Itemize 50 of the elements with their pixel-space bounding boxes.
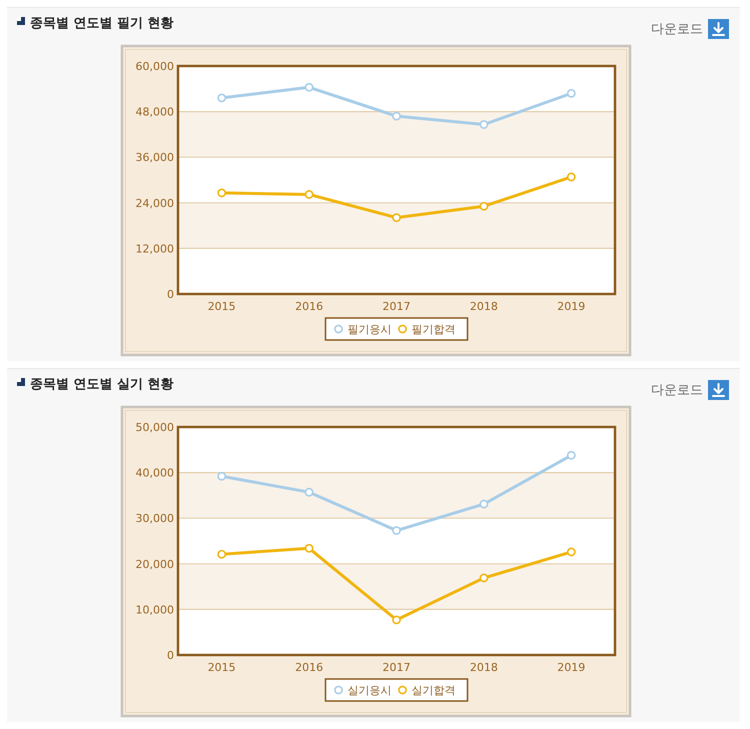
point — [217, 188, 226, 198]
point — [480, 120, 488, 129]
point — [304, 544, 314, 553]
x-tick-label: 2017 — [382, 300, 410, 313]
point — [304, 82, 314, 92]
point — [217, 472, 226, 481]
point — [566, 88, 576, 98]
point — [217, 550, 226, 559]
legend-label: 실기응시 — [348, 684, 392, 697]
legend-label: 실기합격 — [412, 684, 456, 697]
x-tick-label: 2018 — [470, 300, 498, 313]
x-tick-label: 2015 — [208, 661, 236, 674]
point — [217, 94, 226, 102]
legend-label: 필기합격 — [412, 323, 456, 336]
y-tick-label: 30,000 — [136, 512, 174, 526]
y-tick-label: 36,000 — [136, 151, 174, 164]
point — [480, 500, 488, 508]
x-tick-label: 2018 — [470, 661, 498, 674]
y-tick-label: 12,000 — [136, 242, 174, 256]
y-tick-label: 20,000 — [136, 558, 174, 571]
y-tick-label: 0 — [167, 288, 174, 301]
x-tick-label: 2019 — [557, 661, 586, 674]
x-tick-label: 2019 — [557, 300, 586, 313]
text: 다운로드 — [651, 22, 703, 37]
legend-label: 필기응시 — [348, 323, 392, 336]
y-tick-label: 50,000 — [136, 421, 174, 434]
x-tick-label: 2015 — [208, 300, 236, 313]
chart-title: 종목별 연도별 필기 현황 — [30, 16, 174, 31]
chart-title: 종목별 연도별 실기 현황 — [30, 377, 174, 392]
point — [480, 574, 488, 582]
point — [392, 213, 401, 222]
point — [392, 526, 401, 535]
y-tick-label: 0 — [167, 649, 174, 662]
y-tick-label: 48,000 — [136, 106, 174, 119]
y-tick-label: 40,000 — [136, 466, 174, 480]
point — [566, 172, 576, 182]
x-tick-label: 2017 — [382, 661, 410, 674]
point — [480, 202, 488, 211]
x-tick-label: 2016 — [295, 300, 324, 313]
point — [392, 615, 401, 624]
text: 다운로드 — [651, 383, 703, 398]
point — [392, 112, 401, 121]
y-tick-label: 24,000 — [136, 196, 174, 210]
point — [304, 488, 314, 497]
point — [566, 450, 576, 460]
point — [566, 548, 576, 556]
y-tick-label: 10,000 — [136, 603, 174, 616]
point — [304, 190, 314, 199]
x-tick-label: 2016 — [295, 661, 324, 674]
y-tick-label: 60,000 — [136, 60, 174, 73]
